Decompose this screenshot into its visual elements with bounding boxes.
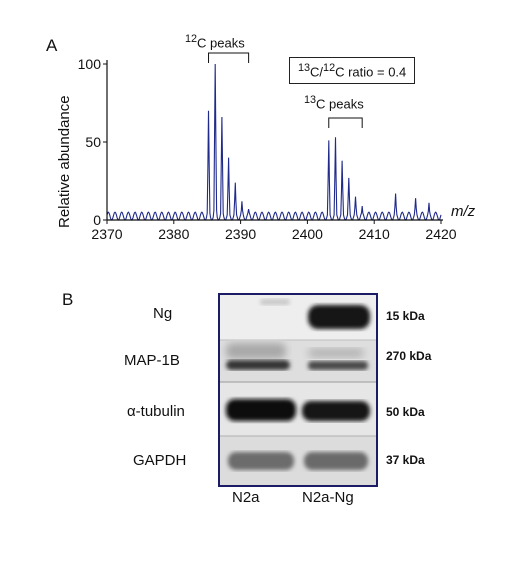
x-tick-label: 2380 [158, 226, 189, 242]
ratio-iso12-sup: 12 [323, 62, 336, 74]
band-map1b-n2a [226, 360, 290, 370]
c12-bracket [208, 52, 250, 63]
band-map1b-n2a-ng [308, 361, 368, 370]
c13-text: C peaks [316, 96, 364, 112]
c13-bracket [328, 117, 363, 128]
band-tubulin-n2a-ng [302, 401, 370, 421]
mass-spectrum-chart: 2370 2380 2390 2400 2410 2420 0 50 100 [78, 52, 457, 242]
x-tick-label: 2370 [91, 226, 122, 242]
isotope-ratio-box: 13C/12C ratio = 0.4 [289, 57, 416, 85]
x-tick-label: 2420 [425, 226, 456, 242]
y-tick-label: 50 [85, 134, 101, 150]
c13-peaks-label: 13C peaks [304, 94, 364, 111]
c12-sup: 12 [185, 33, 198, 45]
y-tick-label: 100 [78, 56, 102, 72]
ratio-c-slash: C/ [310, 64, 324, 80]
row-label-ng: Ng [153, 305, 173, 322]
spectrum-trace [106, 63, 442, 221]
ratio-value-text: C ratio = 0.4 [335, 64, 407, 80]
panel-a-letter: A [46, 36, 58, 55]
x-tick-label: 2410 [359, 226, 390, 242]
c12-text: C peaks [197, 35, 245, 51]
kda-label-map1b: 270 kDa [386, 349, 432, 363]
band-ng-n2a-faint [260, 299, 290, 305]
kda-label-tubulin: 50 kDa [386, 405, 425, 419]
kda-label-gapdh: 37 kDa [386, 453, 425, 467]
panel-b-letter: B [62, 290, 74, 309]
chart-layer: 2370 2380 2390 2400 2410 2420 0 50 100 [78, 52, 457, 242]
c13-sup: 13 [304, 94, 317, 106]
row-label-gapdh: GAPDH [133, 452, 187, 469]
band-tubulin-n2a [226, 399, 296, 421]
band-gapdh-n2a [228, 452, 294, 470]
row-label-map1b: MAP-1B [124, 352, 180, 369]
x-tick-label: 2400 [292, 226, 323, 242]
kda-label-ng: 15 kDa [386, 309, 425, 323]
x-axis-title: m/z [451, 203, 476, 220]
row-label-alpha-tubulin: α-tubulin [127, 403, 185, 420]
western-blot-image [218, 293, 378, 487]
ratio-iso13-sup: 13 [298, 62, 311, 74]
blot-drawing [220, 295, 376, 485]
c12-peaks-label: 12C peaks [185, 33, 245, 50]
lane-label-n2a: N2a [232, 489, 260, 506]
band-gapdh-n2a-ng [304, 452, 368, 470]
band-ng-n2a-ng [308, 305, 370, 329]
y-tick-label: 0 [93, 212, 101, 228]
x-tick-label: 2390 [225, 226, 256, 242]
lane-label-n2a-ng: N2a-Ng [302, 489, 354, 506]
